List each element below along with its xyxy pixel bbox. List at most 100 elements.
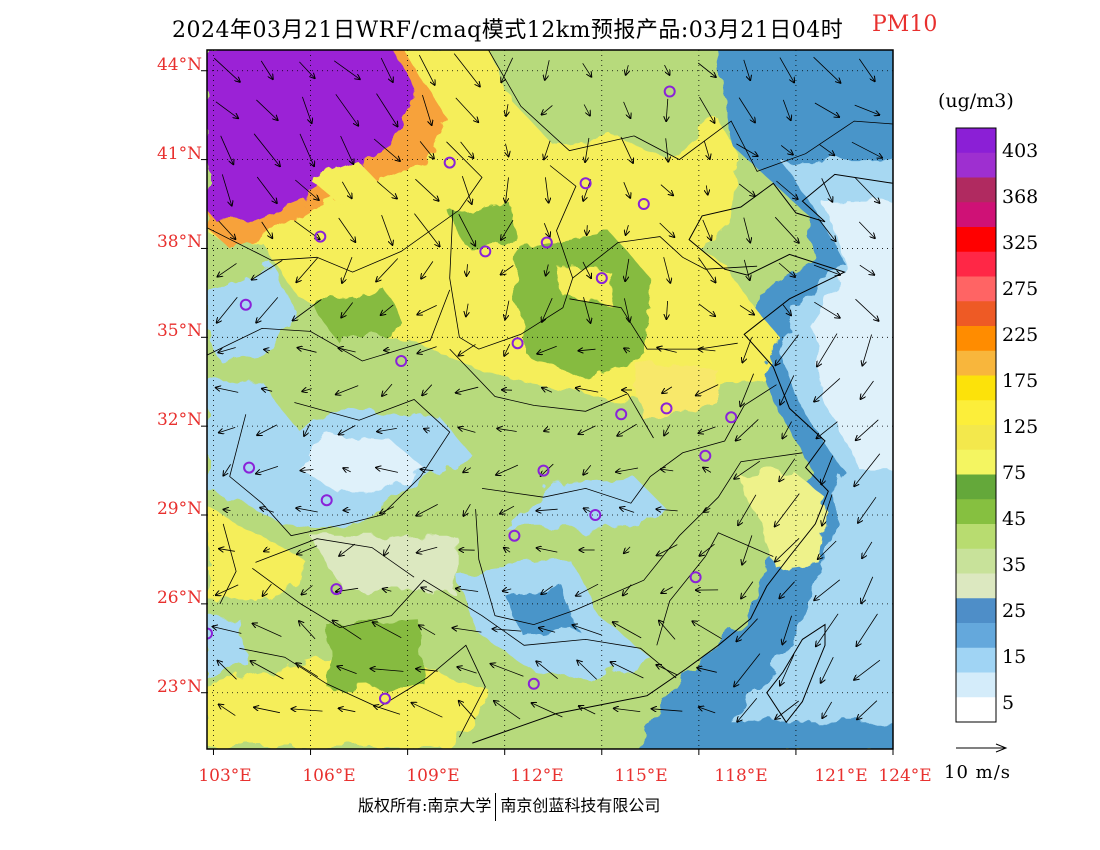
- wind-arrow: [660, 184, 673, 196]
- wind-arrow: [223, 464, 231, 475]
- wind-arrow: [491, 664, 524, 677]
- wind-arrow: [501, 57, 514, 82]
- province-boundaries: [207, 50, 893, 744]
- wind-arrow: [381, 304, 394, 315]
- province-boundary: [656, 532, 774, 646]
- colorbar-label: 275: [1002, 278, 1039, 300]
- wind-arrow: [814, 579, 841, 600]
- city-marker: [540, 236, 553, 249]
- wind-arrow: [421, 469, 434, 470]
- wind-arrow: [699, 96, 715, 123]
- wind-arrow: [776, 334, 799, 365]
- wind-arrow: [821, 178, 833, 201]
- wind-arrow: [741, 581, 754, 599]
- wind-arrow: [742, 337, 752, 363]
- wind-arrow: [458, 214, 475, 246]
- city-marker: [615, 408, 628, 421]
- colorbar-bin: [956, 152, 996, 178]
- wind-arrow: [856, 419, 879, 440]
- wind-arrow: [613, 622, 642, 639]
- wind-arrow: [292, 709, 323, 711]
- wind-arrow: [583, 104, 590, 116]
- wind-arrow: [614, 708, 641, 712]
- northwest-low: [207, 263, 295, 361]
- wind-arrow: [626, 65, 629, 75]
- colorbar-label: 403: [1002, 140, 1039, 162]
- city-marker: [395, 355, 408, 367]
- province-boundary: [488, 50, 893, 172]
- city-marker: [527, 677, 540, 690]
- wind-arrow: [421, 261, 434, 278]
- guangxi-green: [326, 618, 427, 690]
- wind-arrow: [506, 143, 509, 157]
- wind-arrow: [624, 348, 631, 351]
- wind-arrow: [861, 380, 874, 399]
- wind-arrow: [858, 496, 877, 523]
- wind-arrow: [417, 546, 438, 553]
- wind-arrow: [659, 222, 675, 237]
- wind-arrow: [456, 589, 479, 592]
- wind-arrow: [814, 301, 839, 318]
- title-bar: 2024年03月21日WRF/cmaq模式12km预报产品:03月21日04时 …: [0, 10, 1100, 44]
- wind-arrow: [577, 661, 597, 680]
- wind-arrow: [537, 345, 557, 354]
- wind-arrow: [298, 348, 317, 353]
- wind-arrow: [467, 264, 468, 276]
- wind-arrow: [776, 180, 797, 199]
- city-marker: [239, 298, 252, 311]
- wind-arrow: [545, 177, 548, 202]
- wind-arrow: [421, 588, 433, 593]
- wind-arrow: [611, 662, 644, 679]
- wind-arrow: [500, 505, 515, 514]
- wind-arrow: [546, 264, 549, 276]
- city-marker: [663, 85, 676, 98]
- wind-arrow: [544, 140, 551, 160]
- province-boundary: [481, 384, 777, 504]
- wind-vectors: [213, 53, 882, 722]
- wind-arrow: [380, 57, 393, 82]
- colorbar-label: 25: [1002, 600, 1027, 622]
- wind-arrow: [371, 669, 404, 672]
- wind-arrow: [417, 305, 437, 314]
- city-marker: [207, 627, 213, 640]
- wind-arrow: [376, 93, 398, 127]
- wind-arrow: [583, 296, 591, 323]
- wind-arrow: [778, 262, 795, 277]
- wind-arrow: [384, 350, 390, 351]
- wind-arrow: [666, 300, 667, 319]
- wind-arrow: [297, 545, 318, 555]
- wind-arrow: [418, 54, 434, 85]
- wind-arrow: [859, 264, 874, 275]
- wind-arrow: [299, 61, 314, 78]
- wind-arrow: [818, 540, 837, 559]
- wind-arrow: [664, 64, 670, 75]
- province-boundary: [475, 452, 803, 626]
- wind-arrow: [412, 703, 443, 718]
- wind-arrow: [463, 468, 472, 473]
- wind-arrow: [339, 708, 356, 711]
- colorbar-bin: [956, 350, 996, 376]
- wind-arrow: [579, 425, 596, 434]
- wind-arrow: [333, 621, 362, 640]
- wind-arrow: [417, 346, 437, 354]
- wind-arrow: [453, 53, 480, 87]
- wind-arrow: [626, 224, 629, 235]
- wind-arrow: [579, 349, 596, 351]
- dust-purple: [207, 50, 418, 222]
- wind-arrow: [257, 424, 278, 435]
- ocean-pale: [812, 201, 893, 471]
- wind-arrow: [663, 257, 671, 283]
- colorbar: [955, 127, 997, 723]
- wind-arrow: [414, 213, 439, 247]
- wind-arrow: [494, 701, 521, 720]
- wind-arrow: [302, 96, 311, 123]
- wind-arrow: [264, 549, 271, 552]
- lon-label: 106°E: [302, 766, 356, 786]
- wind-arrow: [376, 468, 398, 473]
- city-marker: [660, 402, 673, 415]
- wind-arrow: [464, 503, 471, 516]
- colorbar-label: 35: [1002, 554, 1027, 576]
- colorbar-bin: [956, 227, 996, 253]
- wind-arrow: [698, 257, 716, 283]
- wind-arrow: [817, 333, 838, 367]
